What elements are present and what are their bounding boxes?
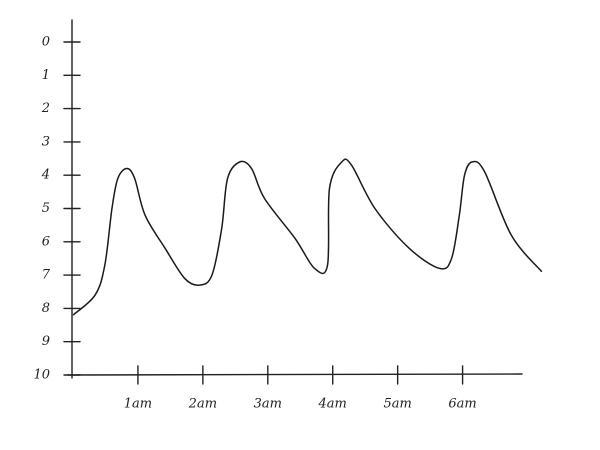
- x-tick-label: 4am: [318, 397, 347, 412]
- x-tick-label: 1am: [124, 397, 152, 412]
- y-tick-label: 10: [33, 368, 50, 383]
- y-tick-label: 5: [42, 201, 50, 216]
- x-tick-label: 2am: [188, 397, 217, 412]
- x-axis: [67, 373, 523, 376]
- y-tick-label: 0: [42, 35, 50, 50]
- y-tick-label: 3: [42, 134, 50, 149]
- x-tick-label: 5am: [383, 397, 411, 412]
- data-line: [72, 158, 543, 316]
- x-tick-label: 6am: [448, 397, 476, 412]
- y-tick-label: 9: [42, 334, 50, 349]
- y-tick-label: 7: [42, 268, 51, 283]
- y-tick-label: 4: [41, 168, 50, 183]
- y-tick-label: 6: [42, 234, 50, 249]
- y-tick-label: 2: [41, 101, 50, 116]
- x-tick-label: 3am: [254, 397, 282, 412]
- y-tick-label: 1: [42, 68, 50, 83]
- y-tick-label: 8: [42, 301, 50, 316]
